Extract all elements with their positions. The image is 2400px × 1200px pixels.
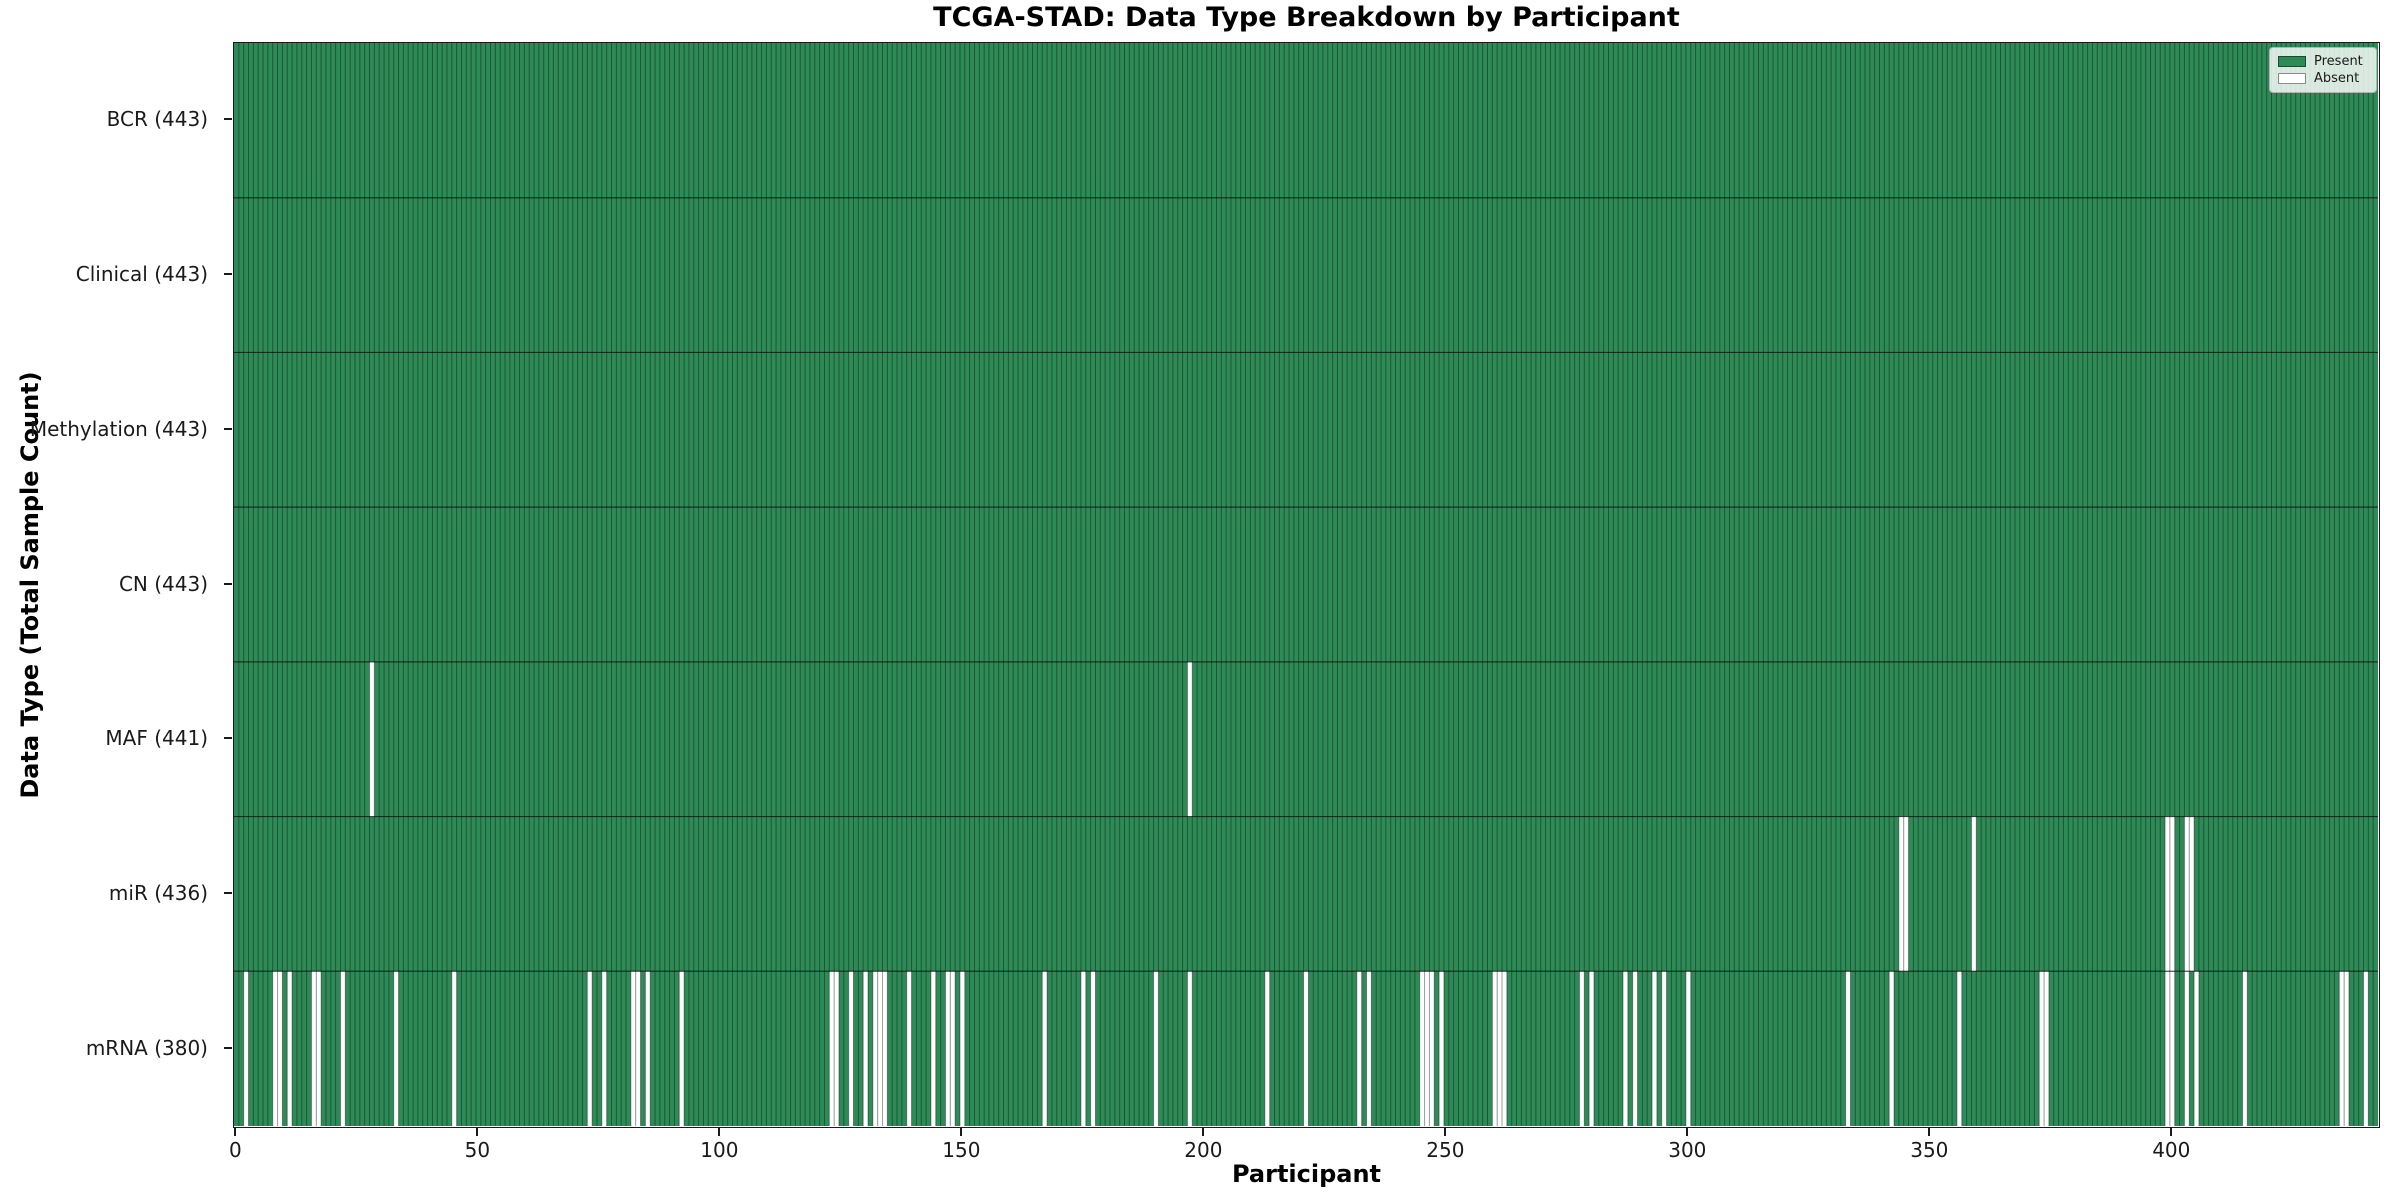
present-swatch-icon: [2278, 56, 2306, 67]
x-tick-label-300: 300: [1668, 1138, 1707, 1162]
y-tick-mark: [224, 582, 232, 585]
legend-label-present: Present: [2314, 54, 2363, 69]
x-tick-mark: [960, 1128, 963, 1136]
x-axis-title: Participant: [1231, 1160, 1382, 1188]
y-tick-mark: [224, 118, 232, 121]
y-tick-label-mRNA: mRNA (380): [85, 1035, 208, 1060]
y-tick-label-Clinical: Clinical (443): [75, 262, 208, 287]
x-tick-label-150: 150: [942, 1138, 981, 1162]
y-tick-label-CN: CN (443): [118, 571, 208, 596]
y-tick-label-MAF: MAF (441): [105, 726, 208, 751]
x-tick-mark: [234, 1128, 237, 1136]
x-tick-label-100: 100: [700, 1138, 739, 1162]
legend-entry-absent: Absent: [2278, 70, 2368, 87]
legend: Present Absent: [2269, 47, 2377, 93]
plot-area: [233, 42, 2380, 1128]
presence-heatmap: [234, 43, 2378, 1126]
x-tick-mark: [2170, 1128, 2173, 1136]
x-tick-label-50: 50: [464, 1138, 491, 1162]
y-tick-label-miR: miR (436): [108, 880, 208, 905]
legend-entry-present: Present: [2278, 53, 2368, 70]
y-tick-mark: [224, 427, 232, 430]
y-tick-mark: [224, 737, 232, 740]
y-tick-mark: [224, 273, 232, 276]
x-tick-label-200: 200: [1184, 1138, 1223, 1162]
x-tick-label-250: 250: [1426, 1138, 1465, 1162]
y-tick-mark: [224, 1046, 232, 1049]
x-tick-mark: [1686, 1128, 1689, 1136]
x-tick-mark: [1928, 1128, 1931, 1136]
x-tick-label-0: 0: [229, 1138, 242, 1162]
legend-label-absent: Absent: [2314, 71, 2360, 86]
chart-title: TCGA-STAD: Data Type Breakdown by Partic…: [933, 2, 1680, 33]
x-tick-mark: [476, 1128, 479, 1136]
y-tick-label-BCR: BCR (443): [106, 107, 208, 132]
x-tick-label-350: 350: [1910, 1138, 1949, 1162]
x-tick-mark: [718, 1128, 721, 1136]
x-tick-mark: [1202, 1128, 1205, 1136]
y-tick-mark: [224, 891, 232, 894]
x-tick-mark: [1444, 1128, 1447, 1136]
x-tick-label-400: 400: [2152, 1138, 2191, 1162]
y-tick-label-Methylation: Methylation (443): [29, 416, 208, 441]
absent-swatch-icon: [2278, 73, 2306, 84]
y-axis-tick-labels: BCR (443) Clinical (443) Methylation (443)…: [0, 0, 232, 1200]
